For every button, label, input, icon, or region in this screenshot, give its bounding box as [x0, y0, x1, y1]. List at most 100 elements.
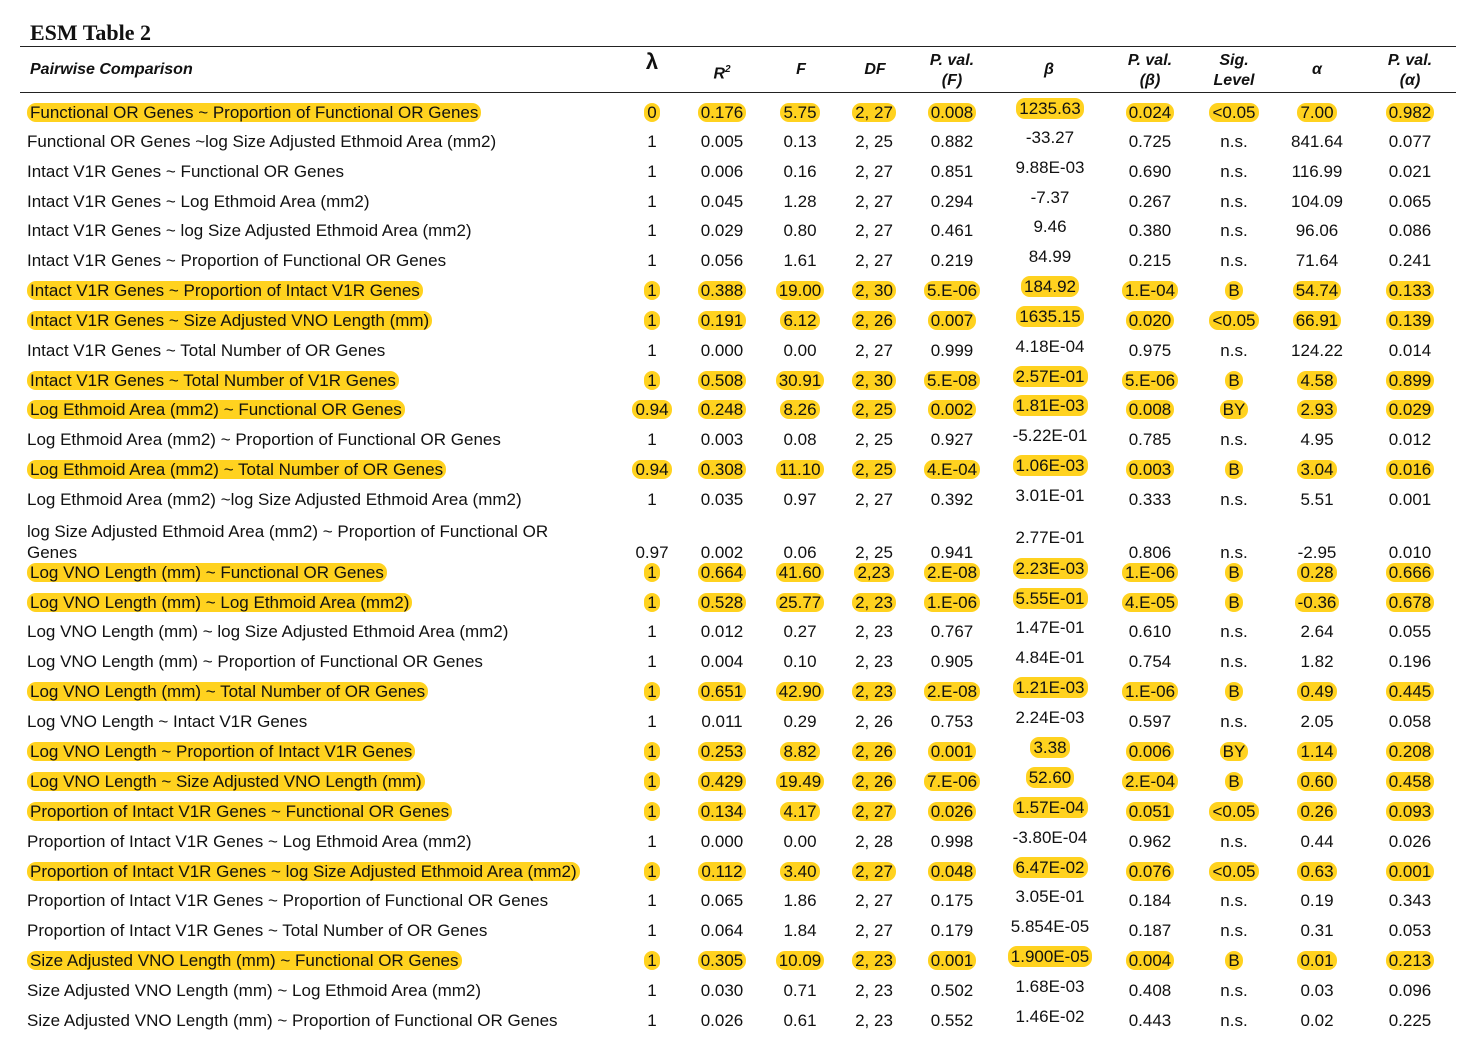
value-lambda: 1: [647, 1011, 657, 1030]
value-pa: 0.010: [1388, 543, 1432, 562]
value-alpha: 71.64: [1295, 251, 1339, 270]
value-r2: 0.651: [697, 682, 747, 701]
cell-pb: 0.024: [1090, 102, 1210, 123]
value-pa: 0.065: [1388, 192, 1432, 211]
cell-pf: 0.008: [892, 102, 1012, 123]
cell-comparison: Size Adjusted VNO Length (mm) ~ Function…: [27, 950, 462, 971]
cell-alpha: 4.95: [1257, 429, 1377, 450]
value-pb: 0.333: [1128, 490, 1172, 509]
cell-beta: 1.47E-01: [990, 618, 1110, 642]
value-sig: n.s.: [1220, 132, 1248, 151]
value-r2: 0.035: [700, 490, 744, 509]
value-beta: 2.57E-01: [1012, 366, 1088, 387]
value-f: 0.13: [783, 132, 817, 151]
cell-sig: n.s.: [1174, 340, 1294, 361]
cell-beta: 52.60: [990, 767, 1110, 792]
value-alpha: 7.00: [1297, 103, 1337, 122]
value-sig: n.s.: [1220, 221, 1248, 240]
value-pb: 0.725: [1128, 132, 1172, 151]
comparison-text: Size Adjusted VNO Length (mm) ~ Log Ethm…: [27, 981, 482, 1000]
value-beta: -7.37: [1030, 188, 1070, 207]
cell-comparison: Intact V1R Genes ~ Total Number of V1R G…: [27, 370, 399, 391]
value-pf: 0.927: [930, 430, 974, 449]
cell-pb: 0.076: [1090, 861, 1210, 882]
header-df: DF: [864, 61, 886, 78]
cell-f: 0.00: [740, 831, 860, 852]
cell-r2: 0.528: [662, 592, 782, 613]
cell-pb: 5.E-06: [1090, 370, 1210, 391]
value-df: 2, 27: [855, 221, 893, 240]
comparison-text: Intact V1R Genes ~ log Size Adjusted Eth…: [27, 221, 472, 240]
cell-pb: 2.E-04: [1090, 771, 1210, 792]
comparison-text-continued: Genes: [27, 543, 78, 562]
cell-r2: 0.000: [662, 831, 782, 852]
cell-sig: n.s.: [1174, 429, 1294, 450]
value-lambda: 1: [647, 652, 657, 671]
value-df: 2, 23: [852, 951, 896, 970]
comparison-text: Log Ethmoid Area (mm2) ~ Functional OR G…: [27, 400, 405, 419]
cell-pa: 0.241: [1350, 250, 1470, 271]
value-df: 2, 27: [855, 921, 893, 940]
cell-lambda: 1: [592, 340, 712, 361]
comparison-text: Intact V1R Genes ~ Log Ethmoid Area (mm2…: [27, 192, 370, 211]
value-pf: 5.E-06: [923, 281, 981, 300]
cell-r2: 0.388: [662, 280, 782, 301]
value-pf: 0.753: [930, 712, 974, 731]
cell-pb: 0.962: [1090, 831, 1210, 852]
cell-lambda: 1: [592, 562, 712, 583]
cell-pf: 0.767: [892, 621, 1012, 642]
value-df: 2, 27: [852, 802, 896, 821]
cell-alpha: 0.28: [1257, 562, 1377, 583]
cell-pa: 0.208: [1350, 741, 1470, 762]
value-beta: 1.21E-03: [1012, 677, 1088, 698]
cell-beta: 2.23E-03: [990, 558, 1110, 583]
value-df: 2, 23: [855, 652, 893, 671]
comparison-text: Intact V1R Genes ~ Size Adjusted VNO Len…: [27, 311, 433, 330]
cell-pb: 0.267: [1090, 191, 1210, 212]
cell-r2: 0.651: [662, 681, 782, 702]
value-r2: 0.006: [700, 162, 744, 181]
value-beta: 1.46E-02: [1015, 1007, 1085, 1026]
value-pf: 0.219: [930, 251, 974, 270]
cell-pf: 0.851: [892, 161, 1012, 182]
value-pa: 0.077: [1388, 132, 1432, 151]
cell-sig: n.s.: [1174, 651, 1294, 672]
cell-pf: 2.E-08: [892, 562, 1012, 583]
value-pf: 2.E-08: [923, 682, 981, 701]
cell-f: 11.10: [740, 459, 860, 480]
value-pa: 0.001: [1388, 490, 1432, 509]
cell-lambda: 1: [592, 831, 712, 852]
cell-f: 0.27: [740, 621, 860, 642]
cell-sig: B: [1174, 771, 1294, 792]
value-lambda: 1: [647, 490, 657, 509]
value-beta: 1.06E-03: [1012, 455, 1088, 476]
value-lambda: 1: [647, 981, 657, 1000]
cell-comparison: Intact V1R Genes ~ Functional OR Genes: [27, 161, 344, 182]
value-lambda: 1: [644, 802, 660, 821]
cell-sig: n.s.: [1174, 161, 1294, 182]
cell-f: 0.29: [740, 711, 860, 732]
value-f: 19.49: [775, 772, 825, 791]
value-sig: <0.05: [1209, 862, 1259, 881]
cell-sig: n.s.: [1174, 131, 1294, 152]
cell-f: 0.61: [740, 1010, 860, 1031]
value-df: 2, 27: [852, 103, 896, 122]
cell-alpha: 2.64: [1257, 621, 1377, 642]
value-beta: 9.46: [1033, 217, 1067, 236]
cell-pa: 0.093: [1350, 801, 1470, 822]
value-pf: 0.001: [927, 742, 977, 761]
cell-alpha: 116.99: [1257, 161, 1377, 182]
cell-pa: 0.133: [1350, 280, 1470, 301]
value-pb: 0.187: [1128, 921, 1172, 940]
cell-pb: 0.187: [1090, 920, 1210, 941]
value-df: 2, 26: [855, 712, 893, 731]
cell-pb: 0.003: [1090, 459, 1210, 480]
cell-f: 1.84: [740, 920, 860, 941]
value-lambda: 1: [644, 311, 660, 330]
value-r2: 0.005: [700, 132, 744, 151]
value-r2: 0.253: [697, 742, 747, 761]
cell-pb: 1.E-06: [1090, 562, 1210, 583]
cell-pb: 0.690: [1090, 161, 1210, 182]
value-lambda: 1: [647, 162, 657, 181]
cell-beta: -5.22E-01: [990, 426, 1110, 450]
